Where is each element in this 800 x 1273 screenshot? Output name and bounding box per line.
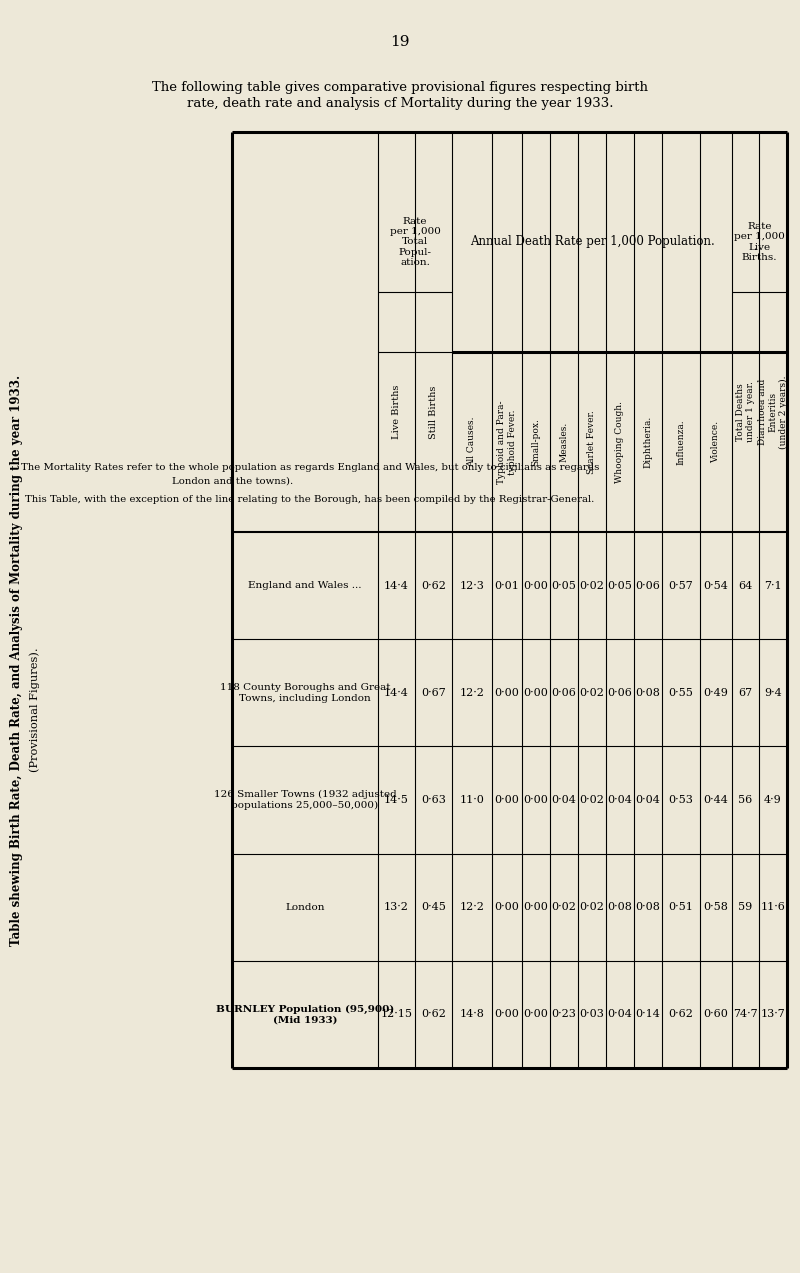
Text: 14·4: 14·4: [384, 580, 409, 591]
Text: 0·04: 0·04: [635, 796, 661, 805]
Text: 0·00: 0·00: [523, 580, 549, 591]
Text: 0·03: 0·03: [579, 1009, 605, 1020]
Text: 0·00: 0·00: [494, 687, 519, 698]
Text: All Causes.: All Causes.: [467, 416, 477, 467]
Text: 14·4: 14·4: [384, 687, 409, 698]
Text: Annual Death Rate per 1,000 Population.: Annual Death Rate per 1,000 Population.: [470, 236, 714, 248]
Text: Still Births: Still Births: [429, 386, 438, 439]
Text: Measles.: Measles.: [559, 421, 569, 462]
Text: 0·55: 0·55: [669, 687, 694, 698]
Text: Violence.: Violence.: [711, 421, 721, 463]
Text: rate, death rate and analysis cf Mortality during the year 1933.: rate, death rate and analysis cf Mortali…: [186, 98, 614, 111]
Text: Small-pox.: Small-pox.: [531, 418, 541, 466]
Text: 0·62: 0·62: [421, 580, 446, 591]
Text: Scarlet Fever.: Scarlet Fever.: [587, 410, 597, 474]
Text: 0·05: 0·05: [607, 580, 633, 591]
Text: 0·01: 0·01: [494, 580, 519, 591]
Text: Rate
per 1,000
Total
Popul-
ation.: Rate per 1,000 Total Popul- ation.: [390, 216, 441, 267]
Text: 0·02: 0·02: [579, 903, 605, 913]
Text: (Provisional Figures).: (Provisional Figures).: [30, 648, 40, 773]
Text: London and the towns).: London and the towns).: [172, 476, 294, 485]
Text: BURNLEY Population (95,900)
(Mid 1933): BURNLEY Population (95,900) (Mid 1933): [216, 1004, 394, 1025]
Text: 13·7: 13·7: [761, 1009, 786, 1020]
Text: 0·08: 0·08: [635, 687, 661, 698]
Text: 118 County Boroughs and Great
Towns, including London: 118 County Boroughs and Great Towns, inc…: [220, 684, 390, 703]
Text: 0·04: 0·04: [551, 796, 577, 805]
Text: 0·02: 0·02: [551, 903, 577, 913]
Text: 0·51: 0·51: [669, 903, 694, 913]
Text: 0·14: 0·14: [635, 1009, 661, 1020]
Text: 0·67: 0·67: [421, 687, 446, 698]
Text: 12·15: 12·15: [381, 1009, 413, 1020]
Text: Influenza.: Influenza.: [677, 419, 686, 465]
Text: 0·06: 0·06: [607, 687, 633, 698]
Text: 0·02: 0·02: [579, 796, 605, 805]
Text: The Mortality Rates refer to the whole population as regards England and Wales, : The Mortality Rates refer to the whole p…: [21, 463, 599, 472]
Text: 59: 59: [738, 903, 753, 913]
Text: 11·0: 11·0: [459, 796, 485, 805]
Text: 0·45: 0·45: [421, 903, 446, 913]
Text: Diarrhoea and
Enteritis
(under 2 years).: Diarrhoea and Enteritis (under 2 years).: [758, 376, 788, 449]
Text: 0·06: 0·06: [635, 580, 661, 591]
Text: 12·3: 12·3: [459, 580, 485, 591]
Text: Whooping Cough.: Whooping Cough.: [615, 401, 625, 482]
Text: 0·00: 0·00: [523, 903, 549, 913]
Text: 0·04: 0·04: [607, 1009, 633, 1020]
Text: This Table, with the exception of the line relating to the Borough, has been com: This Table, with the exception of the li…: [26, 495, 594, 504]
Text: 126 Smaller Towns (1932 adjusted
populations 25,000–50,000): 126 Smaller Towns (1932 adjusted populat…: [214, 791, 396, 810]
Text: 0·00: 0·00: [494, 796, 519, 805]
Text: 0·44: 0·44: [703, 796, 729, 805]
Text: 0·05: 0·05: [551, 580, 577, 591]
Text: 0·08: 0·08: [635, 903, 661, 913]
Text: 7·1: 7·1: [764, 580, 782, 591]
Text: 13·2: 13·2: [384, 903, 409, 913]
Text: 64: 64: [738, 580, 753, 591]
Text: Diphtheria.: Diphtheria.: [643, 416, 653, 468]
Text: 0·00: 0·00: [523, 687, 549, 698]
Text: 11·6: 11·6: [761, 903, 786, 913]
Text: 12·2: 12·2: [459, 903, 485, 913]
Text: 67: 67: [738, 687, 753, 698]
Text: 0·23: 0·23: [551, 1009, 577, 1020]
Text: 0·04: 0·04: [607, 796, 633, 805]
Text: 0·58: 0·58: [703, 903, 729, 913]
Text: 0·62: 0·62: [669, 1009, 694, 1020]
Text: 0·00: 0·00: [494, 1009, 519, 1020]
Text: 0·49: 0·49: [703, 687, 729, 698]
Text: The following table gives comparative provisional figures respecting birth: The following table gives comparative pr…: [152, 81, 648, 94]
Text: Rate
per 1,000
Live
Births.: Rate per 1,000 Live Births.: [734, 222, 785, 262]
Text: 56: 56: [738, 796, 753, 805]
Text: 4·9: 4·9: [764, 796, 782, 805]
Text: Table shewing Birth Rate, Death Rate, and Analysis of Mortality during the year : Table shewing Birth Rate, Death Rate, an…: [10, 374, 23, 946]
Text: 0·63: 0·63: [421, 796, 446, 805]
Text: 0·60: 0·60: [703, 1009, 729, 1020]
Text: 0·00: 0·00: [523, 796, 549, 805]
Text: Total Deaths
under 1 year.: Total Deaths under 1 year.: [736, 382, 755, 443]
Text: 0·02: 0·02: [579, 687, 605, 698]
Text: 14·5: 14·5: [384, 796, 409, 805]
Text: 19: 19: [390, 34, 410, 48]
Text: London: London: [286, 903, 325, 911]
Text: 0·57: 0·57: [669, 580, 694, 591]
Text: 0·00: 0·00: [494, 903, 519, 913]
Text: 74·7: 74·7: [733, 1009, 758, 1020]
Text: 0·02: 0·02: [579, 580, 605, 591]
Text: Live Births: Live Births: [392, 384, 401, 439]
Text: 0·06: 0·06: [551, 687, 577, 698]
Text: 12·2: 12·2: [459, 687, 485, 698]
Text: 0·53: 0·53: [669, 796, 694, 805]
Text: 0·54: 0·54: [703, 580, 729, 591]
Text: 0·00: 0·00: [523, 1009, 549, 1020]
Text: Typhoid and Para-
typhoid Fever.: Typhoid and Para- typhoid Fever.: [498, 400, 517, 484]
Text: 9·4: 9·4: [764, 687, 782, 698]
Text: 0·08: 0·08: [607, 903, 633, 913]
Text: England and Wales ...: England and Wales ...: [248, 580, 362, 591]
Text: 14·8: 14·8: [459, 1009, 485, 1020]
Text: 0·62: 0·62: [421, 1009, 446, 1020]
